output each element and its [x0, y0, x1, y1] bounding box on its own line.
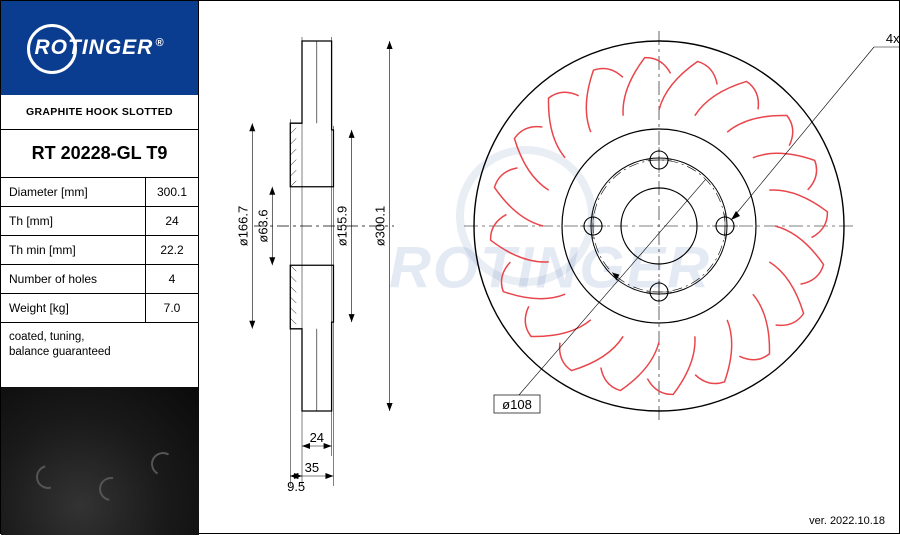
svg-text:35: 35 [305, 460, 319, 475]
svg-text:ø155.9: ø155.9 [335, 206, 350, 246]
note: coated, tuning,balance guaranteed [1, 323, 198, 367]
spec-label: Weight [kg] [1, 294, 146, 322]
spec-value: 4 [146, 265, 198, 293]
svg-text:ø166.7: ø166.7 [235, 206, 250, 246]
svg-text:9.5: 9.5 [287, 479, 305, 494]
part-number: RT 20228-GL T9 [1, 130, 198, 178]
spec-row: Weight [kg]7.0 [1, 294, 198, 323]
spec-row: Th min [mm]22.2 [1, 236, 198, 265]
technical-drawing: ø166.7 ø63.6 ø155.9 ø300.1 24 9.535 4xø14 ø108 [199, 1, 900, 535]
spec-row: Diameter [mm]300.1 [1, 178, 198, 207]
svg-text:ø300.1: ø300.1 [373, 206, 388, 246]
brand-logo: ROTINGER® [1, 1, 198, 95]
spec-value: 300.1 [146, 178, 198, 206]
spec-value: 24 [146, 207, 198, 235]
spec-value: 22.2 [146, 236, 198, 264]
version-label: ver. 2022.10.18 [809, 515, 885, 527]
spec-label: Diameter [mm] [1, 178, 146, 206]
spec-label: Th min [mm] [1, 236, 146, 264]
svg-text:24: 24 [310, 430, 324, 445]
product-photo [1, 387, 199, 535]
svg-text:ø63.6: ø63.6 [255, 209, 270, 242]
spec-panel: ROTINGER® GRAPHITE HOOK SLOTTED RT 20228… [1, 1, 199, 535]
svg-text:4xø14: 4xø14 [886, 31, 900, 46]
spec-label: Th [mm] [1, 207, 146, 235]
drawing-area: ROTINGER ø166.7ø63.6ø155.9ø300.1249.535 … [199, 1, 900, 535]
spec-row: Th [mm]24 [1, 207, 198, 236]
spec-row: Number of holes4 [1, 265, 198, 294]
product-subtitle: GRAPHITE HOOK SLOTTED [1, 95, 198, 130]
spec-label: Number of holes [1, 265, 146, 293]
svg-text:ø108: ø108 [502, 397, 532, 412]
brand-text: ROTINGER® [35, 36, 165, 60]
spec-value: 7.0 [146, 294, 198, 322]
